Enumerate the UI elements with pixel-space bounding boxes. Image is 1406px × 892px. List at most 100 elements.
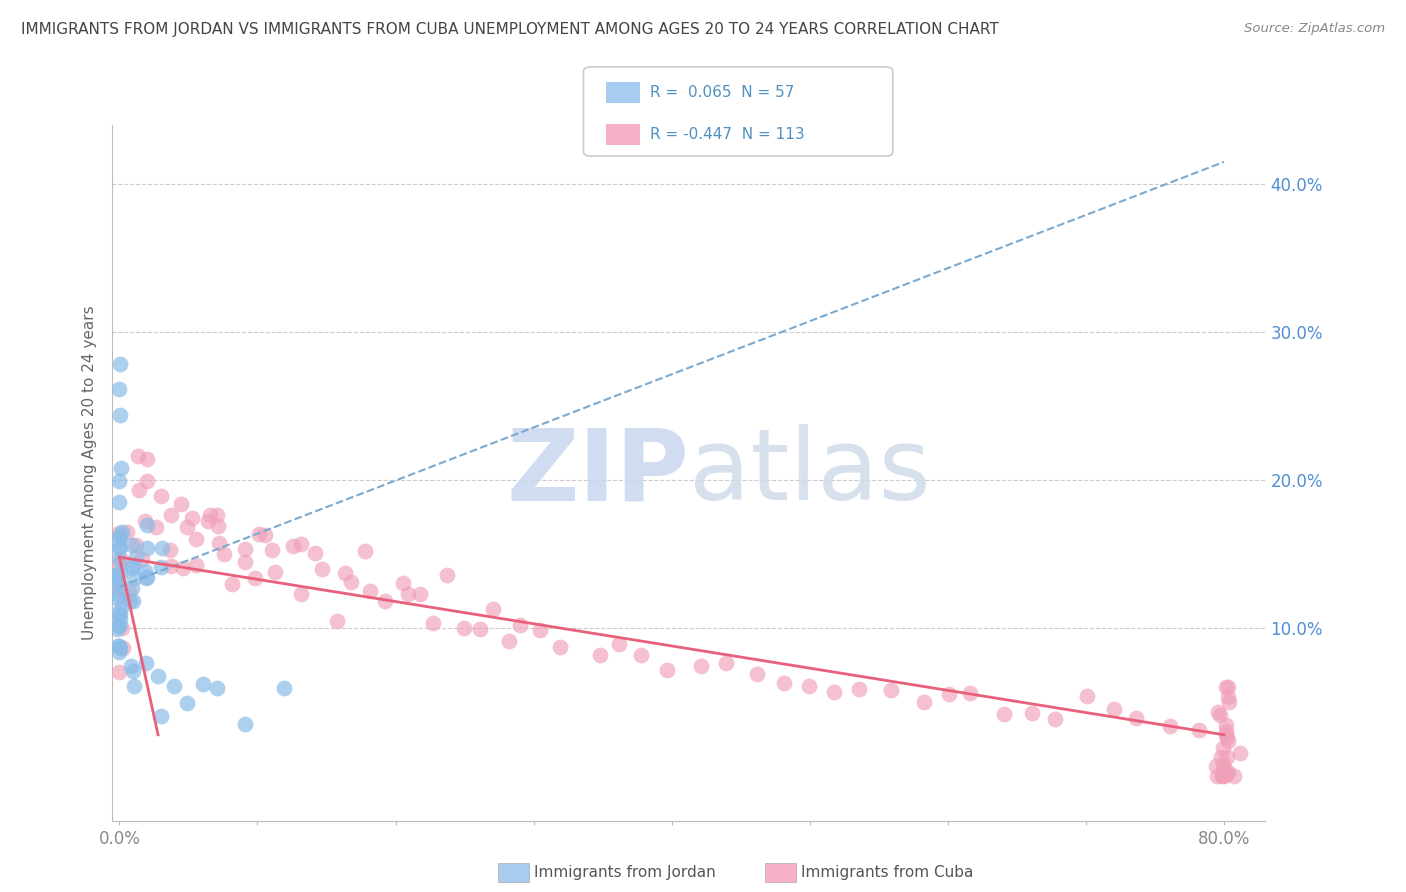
Point (1218, 680, 1240, 694)
Point (107, 591, 129, 605)
Point (108, 618, 131, 632)
Point (207, 681, 229, 695)
Text: ZIP: ZIP (506, 425, 689, 521)
Point (1205, 759, 1227, 773)
Point (135, 571, 157, 585)
Point (150, 490, 173, 504)
Point (233, 541, 256, 556)
Point (108, 665, 131, 679)
Point (1215, 718, 1237, 732)
Text: IMMIGRANTS FROM JORDAN VS IMMIGRANTS FROM CUBA UNEMPLOYMENT AMONG AGES 20 TO 24 : IMMIGRANTS FROM JORDAN VS IMMIGRANTS FRO… (21, 22, 998, 37)
Point (247, 526, 270, 541)
Point (108, 582, 131, 597)
Point (468, 623, 491, 637)
Point (714, 656, 737, 670)
Point (690, 659, 713, 673)
Point (107, 619, 129, 633)
Point (110, 524, 132, 539)
Point (214, 547, 236, 561)
Point (311, 562, 333, 576)
Point (1206, 705, 1229, 719)
Point (1212, 741, 1234, 756)
Point (509, 618, 531, 632)
Point (124, 538, 146, 552)
Point (108, 525, 131, 540)
Point (110, 461, 132, 475)
Point (1212, 757, 1234, 772)
Point (607, 637, 630, 651)
Point (107, 552, 129, 566)
Point (105, 567, 128, 582)
Point (1076, 690, 1098, 704)
Point (148, 669, 170, 683)
Point (1211, 768, 1233, 782)
Point (221, 577, 243, 591)
Point (436, 568, 458, 582)
Point (122, 664, 145, 678)
Point (108, 357, 131, 371)
Point (264, 566, 287, 580)
Point (186, 532, 208, 546)
Point (273, 681, 295, 695)
Point (938, 687, 960, 701)
Point (107, 639, 129, 653)
Point (333, 566, 356, 580)
Point (150, 709, 173, 723)
Point (108, 475, 131, 489)
Point (180, 510, 202, 524)
Point (422, 615, 444, 630)
Point (108, 640, 131, 655)
Point (359, 583, 381, 598)
Point (354, 544, 377, 558)
Point (122, 558, 145, 573)
Text: Source: ZipAtlas.com: Source: ZipAtlas.com (1244, 22, 1385, 36)
Point (880, 683, 903, 698)
Point (1216, 749, 1239, 764)
Point (1211, 769, 1233, 783)
Point (304, 546, 326, 560)
Point (823, 684, 845, 698)
Point (1209, 749, 1232, 764)
Point (108, 566, 131, 580)
Point (208, 536, 231, 550)
Point (150, 541, 173, 555)
Point (409, 587, 432, 601)
Point (498, 634, 520, 648)
Point (657, 663, 679, 677)
Point (108, 607, 131, 621)
Point (150, 559, 173, 574)
Y-axis label: Unemployment Among Ages 20 to 24 years: Unemployment Among Ages 20 to 24 years (82, 305, 97, 640)
Point (1218, 764, 1240, 779)
Point (993, 706, 1015, 721)
Text: R = -0.447  N = 113: R = -0.447 N = 113 (650, 128, 804, 142)
Point (108, 494, 131, 508)
Point (392, 576, 415, 591)
Point (290, 536, 312, 550)
Point (110, 552, 132, 566)
Point (290, 587, 312, 601)
Point (105, 567, 128, 582)
Point (111, 621, 134, 635)
Point (1215, 731, 1237, 745)
Point (959, 686, 981, 700)
Point (125, 550, 148, 565)
Point (135, 656, 157, 670)
Text: atlas: atlas (689, 425, 931, 521)
Point (170, 497, 193, 511)
Point (339, 575, 361, 590)
Point (1215, 680, 1237, 694)
Point (124, 571, 146, 585)
Point (197, 514, 219, 528)
Point (107, 577, 129, 591)
Point (1206, 769, 1229, 783)
Point (110, 408, 132, 422)
Point (205, 508, 228, 522)
Point (548, 640, 571, 654)
Point (243, 571, 266, 585)
Point (112, 590, 135, 604)
Point (117, 525, 139, 540)
Point (374, 594, 396, 608)
Point (1102, 702, 1125, 716)
Point (1215, 724, 1237, 739)
Point (184, 558, 207, 573)
